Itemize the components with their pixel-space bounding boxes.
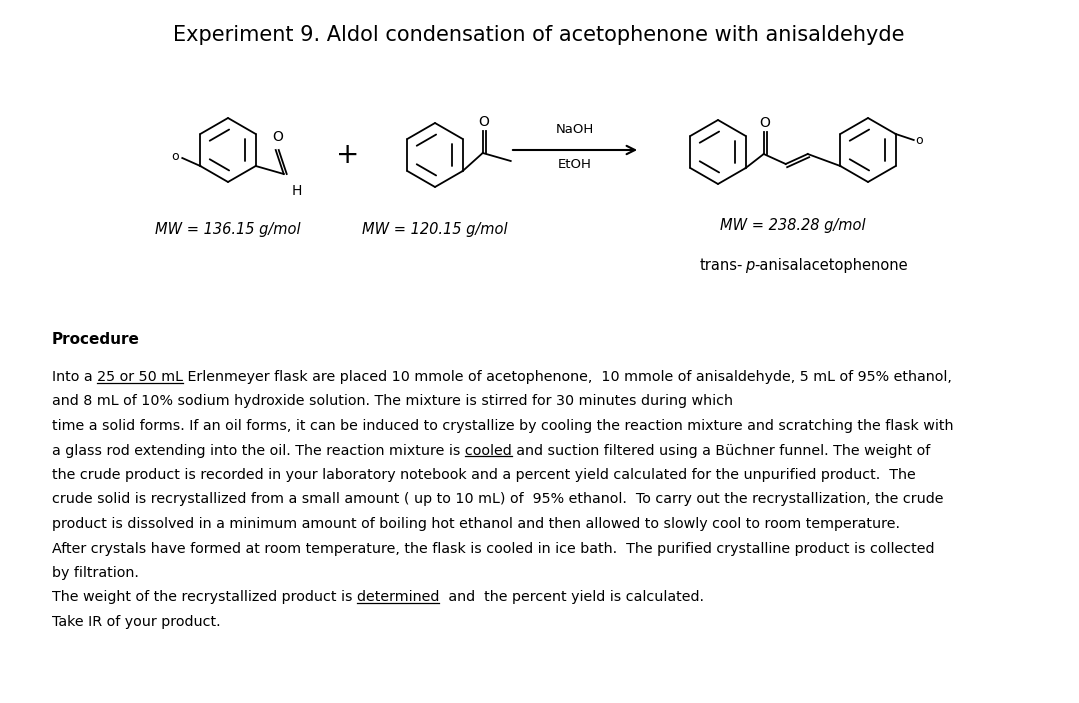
Text: The weight of the recrystallized product is determined  and  the percent yield i: The weight of the recrystallized product… [52, 591, 704, 605]
Text: and 8 mL of 10% sodium hydroxide solution. The mixture is stirred for 30 minutes: and 8 mL of 10% sodium hydroxide solutio… [52, 394, 733, 408]
Text: the crude product is recorded in your laboratory notebook and a percent yield ca: the crude product is recorded in your la… [52, 468, 916, 482]
Text: o: o [172, 150, 179, 162]
Text: product is dissolved in a minimum amount of boiling hot ethanol and then allowed: product is dissolved in a minimum amount… [52, 517, 900, 531]
Text: p: p [745, 258, 754, 273]
Text: MW = 120.15 g/mol: MW = 120.15 g/mol [363, 222, 508, 237]
Text: o: o [916, 134, 924, 146]
Text: MW = 238.28 g/mol: MW = 238.28 g/mol [720, 218, 865, 233]
Text: time a solid forms. If an oil forms, it can be induced to crystallize by cooling: time a solid forms. If an oil forms, it … [52, 419, 954, 433]
Text: O: O [478, 115, 489, 129]
Text: +: + [337, 141, 359, 169]
Text: a glass rod extending into the oil. The reaction mixture is cooled and suction f: a glass rod extending into the oil. The … [52, 444, 930, 458]
Text: Take IR of your product.: Take IR of your product. [52, 615, 220, 629]
Text: O: O [272, 130, 283, 144]
Text: trans-: trans- [700, 258, 743, 273]
Text: EtOH: EtOH [558, 158, 592, 171]
Text: Into a 25 or 50 mL Erlenmeyer flask are placed 10 mmole of acetophenone,  10 mmo: Into a 25 or 50 mL Erlenmeyer flask are … [52, 370, 952, 384]
Text: by filtration.: by filtration. [52, 566, 139, 580]
Text: crude solid is recrystallized from a small amount ( up to 10 mL) of  95% ethanol: crude solid is recrystallized from a sma… [52, 493, 943, 506]
Text: MW = 136.15 g/mol: MW = 136.15 g/mol [155, 222, 301, 237]
Text: NaOH: NaOH [556, 123, 595, 136]
Text: Procedure: Procedure [52, 332, 140, 347]
Text: After crystals have formed at room temperature, the flask is cooled in ice bath.: After crystals have formed at room tempe… [52, 541, 934, 555]
Text: -anisalacetophenone: -anisalacetophenone [754, 258, 907, 273]
Text: H: H [291, 184, 302, 198]
Text: O: O [760, 116, 770, 130]
Text: Experiment 9. Aldol condensation of acetophenone with anisaldehyde: Experiment 9. Aldol condensation of acet… [174, 25, 905, 45]
